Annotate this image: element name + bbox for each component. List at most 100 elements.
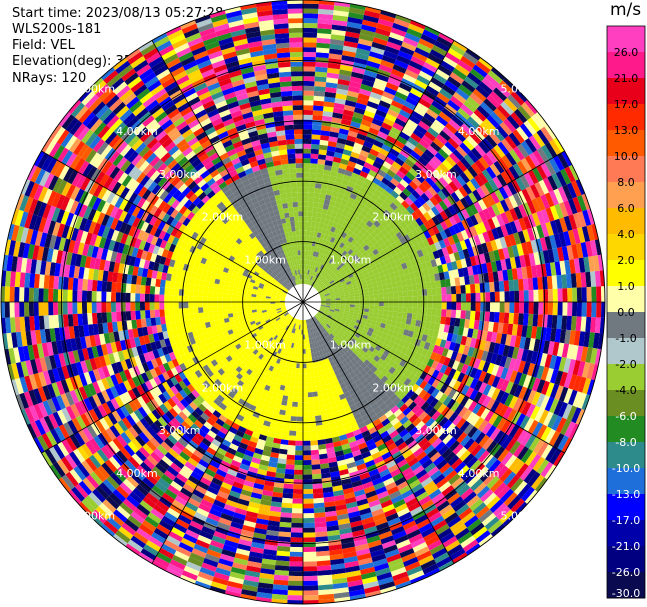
velocity-gate [377, 313, 383, 319]
velocity-gate [369, 305, 375, 310]
velocity-gate [535, 196, 546, 211]
velocity-gate [406, 356, 414, 365]
velocity-gate [345, 95, 358, 103]
velocity-gate [425, 431, 436, 442]
velocity-gate [140, 372, 150, 383]
velocity-gate [311, 469, 322, 475]
velocity-gate [206, 361, 215, 370]
velocity-gate [184, 430, 195, 440]
velocity-gate [395, 321, 402, 328]
velocity-gate [308, 323, 312, 329]
velocity-gate [371, 87, 384, 96]
velocity-gate [463, 438, 475, 450]
velocity-gate [307, 392, 313, 398]
velocity-gate [389, 325, 396, 332]
velocity-gate [388, 302, 394, 307]
velocity-gate [80, 413, 91, 427]
velocity-gate [70, 403, 81, 418]
velocity-gate [483, 252, 491, 264]
velocity-gate [406, 475, 419, 486]
velocity-gate [395, 372, 404, 381]
velocity-gate [335, 298, 341, 301]
velocity-gate [315, 320, 320, 326]
velocity-gate [488, 131, 502, 145]
velocity-gate [373, 355, 381, 363]
velocity-gate [387, 413, 397, 423]
velocity-gate [257, 387, 265, 394]
velocity-gate [546, 314, 553, 329]
velocity-gate [323, 289, 329, 293]
velocity-gate [194, 378, 203, 387]
velocity-gate [586, 302, 592, 318]
velocity-gate [479, 311, 486, 322]
velocity-gate [446, 332, 454, 342]
velocity-gate [326, 336, 331, 342]
velocity-gate [56, 459, 70, 475]
velocity-gate [496, 83, 511, 98]
velocity-gate [369, 302, 375, 306]
velocity-gate [326, 269, 332, 275]
velocity-gate [445, 278, 451, 287]
velocity-gate [363, 485, 376, 494]
velocity-gate [319, 309, 324, 313]
velocity-gate [268, 375, 274, 383]
velocity-gate [340, 304, 346, 307]
velocity-gate [581, 362, 591, 378]
velocity-gate [418, 170, 429, 180]
velocity-gate [441, 331, 449, 341]
velocity-gate [348, 340, 355, 347]
velocity-gate [397, 441, 408, 451]
velocity-gate [145, 370, 154, 381]
velocity-gate [509, 221, 518, 234]
velocity-gate [201, 526, 216, 536]
velocity-gate [343, 258, 349, 264]
velocity-gate [259, 572, 275, 580]
velocity-gate [292, 396, 298, 403]
velocity-gate [294, 460, 303, 466]
velocity-gate [364, 263, 371, 270]
velocity-gate [303, 71, 316, 77]
velocity-gate [323, 219, 330, 225]
velocity-gate [460, 229, 469, 241]
velocity-gate [264, 357, 270, 364]
velocity-gate [357, 271, 364, 277]
velocity-gate [289, 337, 294, 343]
velocity-gate [428, 159, 439, 170]
velocity-gate [98, 502, 113, 517]
velocity-gate [303, 240, 307, 246]
velocity-gate [318, 360, 324, 367]
velocity-gate [375, 321, 382, 327]
velocity-gate [326, 352, 331, 359]
velocity-gate [291, 508, 303, 514]
velocity-gate [370, 333, 377, 339]
velocity-gate [164, 353, 172, 363]
velocity-gate [554, 261, 562, 276]
velocity-gate [364, 302, 370, 306]
velocity-gate [288, 440, 296, 446]
velocity-gate [256, 518, 269, 526]
velocity-gate [540, 126, 554, 143]
velocity-gate [423, 62, 438, 73]
velocity-gate [456, 417, 467, 429]
velocity-gate [510, 498, 525, 513]
velocity-gate [396, 182, 406, 192]
velocity-gate [472, 265, 479, 275]
velocity-gate [571, 407, 582, 424]
velocity-gate [403, 361, 411, 370]
velocity-gate [551, 275, 558, 289]
velocity-gate [322, 115, 333, 122]
velocity-gate [507, 495, 522, 510]
velocity-gate [392, 472, 404, 482]
velocity-gate [331, 161, 341, 168]
velocity-gate [313, 231, 318, 237]
velocity-gate [567, 359, 576, 375]
velocity-gate [303, 344, 306, 350]
velocity-gate [474, 417, 485, 430]
velocity-gate [291, 327, 295, 333]
velocity-gate [268, 515, 281, 522]
velocity-gate [369, 324, 376, 330]
velocity-gate [331, 480, 342, 487]
velocity-gate [228, 426, 238, 435]
velocity-gate [408, 60, 424, 71]
velocity-gate [535, 326, 543, 340]
